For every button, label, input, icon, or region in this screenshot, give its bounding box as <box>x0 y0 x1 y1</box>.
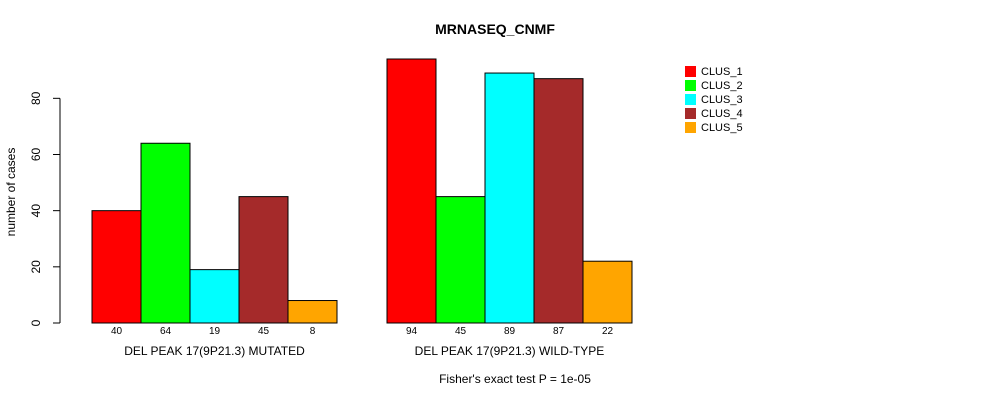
value-label-group-1-5: 8 <box>310 326 316 337</box>
value-label-group-1-4: 45 <box>258 326 270 337</box>
value-labels-group: 40 64 19 45 8 94 45 89 87 22 <box>111 326 614 337</box>
bar-clus-2-group-1 <box>140 142 191 324</box>
value-label-group-1-1: 40 <box>111 326 123 337</box>
bar-clus-4-group-2 <box>533 78 584 324</box>
legend-label-clus-5: CLUS_5 <box>701 122 743 134</box>
value-label-group-2-5: 22 <box>602 326 614 337</box>
legend-label-clus-2: CLUS_2 <box>701 80 743 92</box>
value-label-group-1-3: 19 <box>209 326 221 337</box>
bar-clus-3-group-2 <box>484 72 535 324</box>
legend-swatch-clus-3 <box>685 94 696 105</box>
y-tick-label-20: 20 <box>29 260 43 274</box>
legend: CLUS_1 CLUS_2 CLUS_3 CLUS_4 CLUS_5 <box>685 66 743 134</box>
bars-group <box>91 58 633 324</box>
y-tick-label-40: 40 <box>29 204 43 218</box>
bar-clus-5-group-1 <box>287 300 338 324</box>
fisher-test-footnote: Fisher's exact test P = 1e-05 <box>439 372 591 386</box>
value-label-group-2-2: 45 <box>455 326 467 337</box>
y-tick-label-60: 60 <box>29 147 43 161</box>
legend-swatch-clus-4 <box>685 108 696 119</box>
value-label-group-2-3: 89 <box>504 326 516 337</box>
bar-clus-2-group-2 <box>435 196 486 324</box>
bar-clus-4-group-1 <box>238 196 289 324</box>
y-axis: 0 20 40 60 80 <box>29 91 61 326</box>
chart-title: MRNASEQ_CNMF <box>435 21 555 37</box>
group-label-1: DEL PEAK 17(9P21.3) MUTATED <box>124 344 305 358</box>
y-tick-label-0: 0 <box>29 319 43 326</box>
legend-swatch-clus-5 <box>685 122 696 133</box>
legend-label-clus-4: CLUS_4 <box>701 108 743 120</box>
bar-clus-1-group-2 <box>386 58 437 324</box>
bar-clus-3-group-1 <box>189 269 240 324</box>
bar-clus-5-group-2 <box>582 260 633 324</box>
group-label-2: DEL PEAK 17(9P21.3) WILD-TYPE <box>415 344 605 358</box>
value-label-group-1-2: 64 <box>160 326 172 337</box>
y-axis-label: number of cases <box>4 148 18 237</box>
group-labels-group: DEL PEAK 17(9P21.3) MUTATED DEL PEAK 17(9… <box>124 344 604 358</box>
value-label-group-2-1: 94 <box>406 326 418 337</box>
bar-clus-1-group-1 <box>91 210 142 324</box>
legend-label-clus-1: CLUS_1 <box>701 66 743 78</box>
legend-label-clus-3: CLUS_3 <box>701 94 743 106</box>
y-tick-label-80: 80 <box>29 91 43 105</box>
legend-swatch-clus-2 <box>685 80 696 91</box>
legend-swatch-clus-1 <box>685 66 696 77</box>
value-label-group-2-4: 87 <box>553 326 565 337</box>
